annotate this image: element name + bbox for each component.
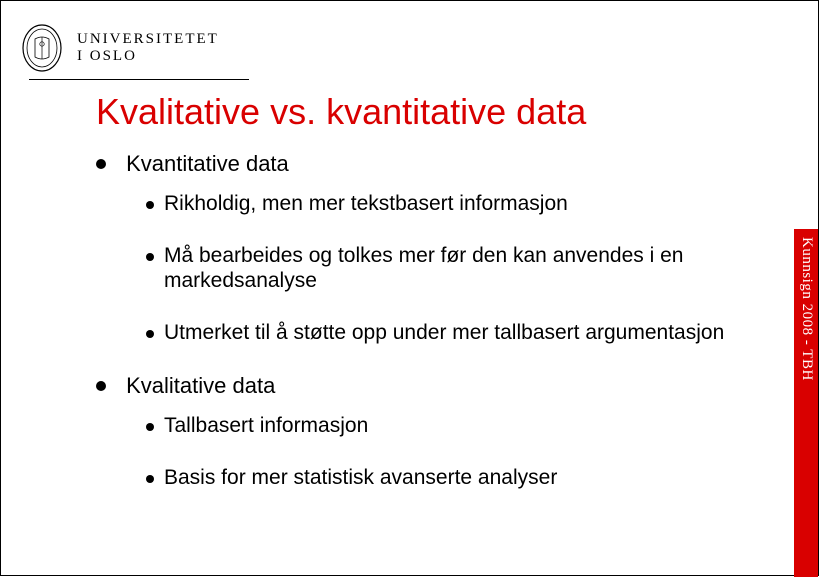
slide-title: Kvalitative vs. kvantitative data — [96, 91, 586, 133]
list-item: Rikholdig, men mer tekstbasert informasj… — [146, 192, 758, 216]
university-header: UNIVERSITETET I OSLO — [21, 23, 219, 73]
bullet-icon — [96, 381, 106, 391]
list-item-text: Basis for mer statistisk avanserte analy… — [164, 466, 758, 490]
section2-items: Tallbasert informasjon Basis for mer sta… — [146, 414, 758, 490]
section-kvalitative: Kvalitative data Tallbasert informasjon … — [96, 373, 758, 491]
list-item-text: Utmerket til å støtte opp under mer tall… — [164, 321, 758, 345]
bullet-icon — [146, 201, 154, 209]
university-seal-icon — [21, 23, 63, 73]
section-heading: Kvalitative data — [126, 373, 275, 398]
section-heading: Kvantitative data — [126, 151, 289, 176]
slide-body: Kvantitative data Rikholdig, men mer tek… — [96, 151, 758, 518]
bullet-icon — [146, 423, 154, 431]
section-kvantitative: Kvantitative data Rikholdig, men mer tek… — [96, 151, 758, 345]
bullet-icon — [146, 330, 154, 338]
university-name-line2: I OSLO — [77, 48, 219, 65]
list-item: Basis for mer statistisk avanserte analy… — [146, 466, 758, 490]
university-name: UNIVERSITETET I OSLO — [77, 31, 219, 66]
slide: UNIVERSITETET I OSLO Kvalitative vs. kva… — [0, 0, 819, 576]
bullet-icon — [146, 253, 154, 261]
list-item: Utmerket til å støtte opp under mer tall… — [146, 321, 758, 345]
list-item: Tallbasert informasjon — [146, 414, 758, 438]
list-item-text: Må bearbeides og tolkes mer før den kan … — [164, 244, 758, 292]
side-label: Kunnsign 2008 - TBH — [794, 229, 818, 577]
section1-items: Rikholdig, men mer tekstbasert informasj… — [146, 192, 758, 345]
bullet-icon — [146, 475, 154, 483]
list-item-text: Rikholdig, men mer tekstbasert informasj… — [164, 192, 758, 216]
bullet-icon — [96, 159, 106, 169]
header-divider — [29, 79, 249, 80]
list-item-text: Tallbasert informasjon — [164, 414, 758, 438]
list-item: Må bearbeides og tolkes mer før den kan … — [146, 244, 758, 292]
university-name-line1: UNIVERSITETET — [77, 31, 219, 48]
